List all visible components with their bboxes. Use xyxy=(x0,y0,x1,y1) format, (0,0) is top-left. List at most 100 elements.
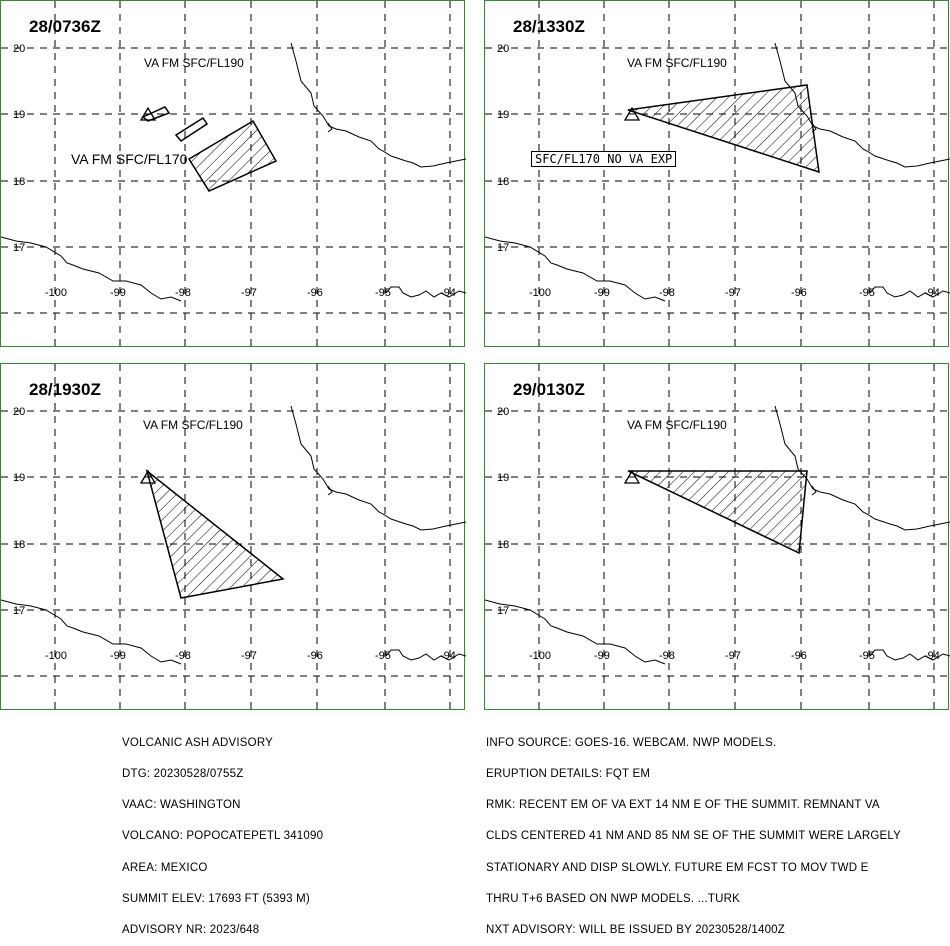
advisory-line: ADVISORY NR: 2023/648 xyxy=(122,924,260,937)
lon-label: -95 xyxy=(859,287,875,299)
advisory-line: AREA: MEXICO xyxy=(122,861,208,874)
lon-label: -95 xyxy=(375,650,391,662)
lon-label: -99 xyxy=(594,287,610,299)
lon-label: -96 xyxy=(307,287,323,299)
lon-label: -97 xyxy=(725,287,741,299)
lat-label: 20 xyxy=(497,43,509,55)
coastline-pacific xyxy=(485,236,666,302)
lat-label: 19 xyxy=(497,472,509,484)
lon-label: -94 xyxy=(440,287,456,299)
coastline-pacific xyxy=(485,599,666,665)
ash-cloud-area xyxy=(187,119,278,192)
no-ash-box-label: SFC/FL170 NO VA EXP xyxy=(531,151,677,167)
lon-label: -98 xyxy=(175,287,191,299)
map-canvas: 20 19 18 17 -100 -99 -98 -97 -96 -95 -94 xyxy=(485,1,950,348)
map-canvas: 20 19 18 17 -100 -99 -98 -97 -96 -95 -94 xyxy=(485,364,950,711)
ash-level-label-2: VA FM SFC/FL170 xyxy=(71,151,188,167)
coastline-yucatan xyxy=(385,649,466,661)
lat-label: 17 xyxy=(497,242,509,254)
ash-cloud-area xyxy=(174,116,209,142)
coastline-pacific xyxy=(1,599,182,665)
advisory-line: THRU T+6 BASED ON NWP MODELS. ...TURK xyxy=(486,892,740,905)
lon-label: -96 xyxy=(307,650,323,662)
lat-label: 17 xyxy=(13,242,25,254)
ash-cloud-area xyxy=(145,469,285,599)
advisory-line: DTG: 20230528/0755Z xyxy=(122,768,244,781)
map-canvas: 20 19 18 17 -100 -99 -98 -97 -96 -95 -94 xyxy=(1,364,466,711)
lat-label: 20 xyxy=(497,406,509,418)
ash-level-label: VA FM SFC/FL190 xyxy=(627,56,727,70)
lat-label: 20 xyxy=(13,406,25,418)
lat-label: 18 xyxy=(497,176,509,188)
advisory-line: CLDS CENTERED 41 NM AND 85 NM SE OF THE … xyxy=(486,830,902,843)
advisory-line: INFO SOURCE: GOES-16. WEBCAM. NWP MODELS… xyxy=(486,736,777,749)
advisory-line: STATIONARY AND DISP SLOWLY. FUTURE EM FC… xyxy=(486,861,869,874)
advisory-line: VAAC: WASHINGTON xyxy=(122,799,241,812)
panel-time: 28/1330Z xyxy=(513,17,585,36)
map-panel-1: 20 19 18 17 -100 -99 -98 -97 -96 -95 -94 28/0736Z … xyxy=(0,0,466,348)
volcano-icon xyxy=(623,106,641,121)
advisory-line: RMK: RECENT EM OF VA EXT 14 NM E OF THE … xyxy=(486,799,880,812)
coastline-inlet xyxy=(327,485,333,496)
volcano-icon xyxy=(623,469,641,484)
coastline-yucatan xyxy=(869,286,950,298)
advisory-line: VOLCANIC ASH ADVISORY xyxy=(122,736,273,749)
lat-label: 17 xyxy=(497,605,509,617)
coastline-yucatan xyxy=(869,649,950,661)
advisory-line: NXT ADVISORY: WILL BE ISSUED BY 20230528… xyxy=(486,924,785,937)
lon-label: -100 xyxy=(45,650,67,662)
lat-label: 19 xyxy=(13,109,25,121)
map-canvas: 20 19 18 17 -100 -99 -98 -97 -96 -95 -94 xyxy=(1,1,466,348)
coastline-gulf xyxy=(774,405,950,531)
ash-cloud-area xyxy=(627,84,820,174)
lon-label: -97 xyxy=(725,650,741,662)
lon-label: -97 xyxy=(241,650,257,662)
ash-cloud-area xyxy=(627,470,808,555)
advisory-line: SUMMIT ELEV: 17693 FT (5393 M) xyxy=(122,892,310,905)
lon-label: -94 xyxy=(924,287,940,299)
lon-label: -95 xyxy=(375,287,391,299)
lon-label: -100 xyxy=(529,287,551,299)
lat-label: 19 xyxy=(497,109,509,121)
panel-time: 28/1930Z xyxy=(29,380,101,399)
lat-label: 18 xyxy=(13,176,25,188)
lon-label: -94 xyxy=(440,650,456,662)
lon-label: -98 xyxy=(175,650,191,662)
map-panel-3: 20 19 18 17 -100 -99 -98 -97 -96 -95 -94 28/1930Z … xyxy=(0,363,466,711)
panel-time: 29/0130Z xyxy=(513,380,585,399)
ash-level-label: VA FM SFC/FL190 xyxy=(627,418,727,432)
coastline-inlet xyxy=(327,122,333,133)
panel-time: 28/0736Z xyxy=(29,17,101,36)
volcano-icon xyxy=(139,106,157,121)
coastline-inlet xyxy=(811,485,817,496)
coastline-yucatan xyxy=(385,286,466,298)
lat-label: 17 xyxy=(13,605,25,617)
lat-label: 18 xyxy=(13,539,25,551)
lon-label: -97 xyxy=(241,287,257,299)
lon-label: -96 xyxy=(791,287,807,299)
advisory-right-text: INFO SOURCE: GOES-16. WEBCAM. NWP MODELS… xyxy=(486,717,901,946)
lon-label: -99 xyxy=(110,650,126,662)
lon-label: -94 xyxy=(924,650,940,662)
lon-label: -95 xyxy=(859,650,875,662)
ash-cloud-area xyxy=(141,106,171,122)
lon-label: -98 xyxy=(659,650,675,662)
advisory-line: VOLCANO: POPOCATEPETL 341090 xyxy=(122,830,324,843)
ash-level-label: VA FM SFC/FL190 xyxy=(144,56,244,70)
lon-label: -96 xyxy=(791,650,807,662)
lat-label: 19 xyxy=(13,472,25,484)
coastline-gulf xyxy=(290,405,466,531)
lon-label: -98 xyxy=(659,287,675,299)
map-panel-2: 20 19 18 17 -100 -99 -98 -97 -96 -95 -94 28/1330Z … xyxy=(484,0,950,348)
advisory-left-text: VOLCANIC ASH ADVISORY DTG: 20230528/0755… xyxy=(122,717,323,946)
ash-level-label: VA FM SFC/FL190 xyxy=(143,418,243,432)
lon-label: -100 xyxy=(529,650,551,662)
coastline-pacific xyxy=(1,236,182,302)
lon-label: -100 xyxy=(45,287,67,299)
lat-label: 20 xyxy=(13,43,25,55)
lon-label: -99 xyxy=(594,650,610,662)
map-panel-4: 20 19 18 17 -100 -99 -98 -97 -96 -95 -94 29/0130Z … xyxy=(484,363,950,711)
advisory-line: ERUPTION DETAILS: FQT EM xyxy=(486,768,651,781)
coastline-gulf xyxy=(290,42,466,168)
lon-label: -99 xyxy=(110,287,126,299)
